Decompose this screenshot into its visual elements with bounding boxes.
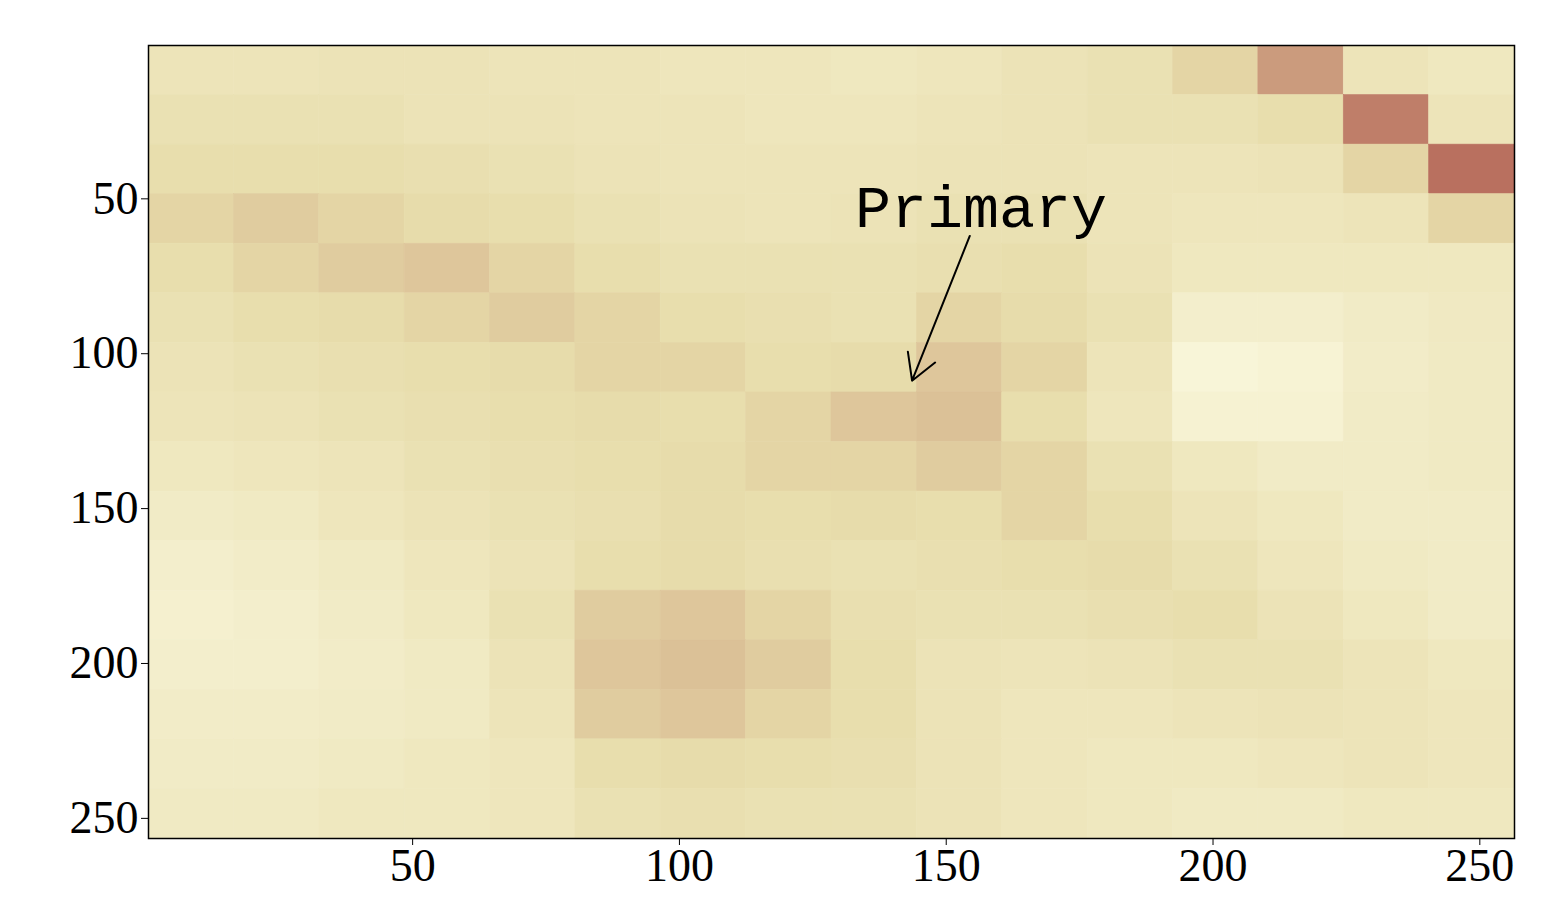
svg-text:100: 100 — [70, 327, 139, 378]
svg-text:100: 100 — [645, 840, 714, 891]
svg-text:Primary: Primary — [855, 177, 1107, 245]
svg-text:50: 50 — [93, 173, 139, 224]
svg-text:50: 50 — [390, 840, 436, 891]
svg-text:200: 200 — [1179, 840, 1248, 891]
svg-text:250: 250 — [1445, 840, 1514, 891]
svg-text:250: 250 — [70, 792, 139, 843]
svg-text:150: 150 — [912, 840, 981, 891]
svg-text:150: 150 — [70, 482, 139, 533]
svg-text:200: 200 — [70, 637, 139, 688]
